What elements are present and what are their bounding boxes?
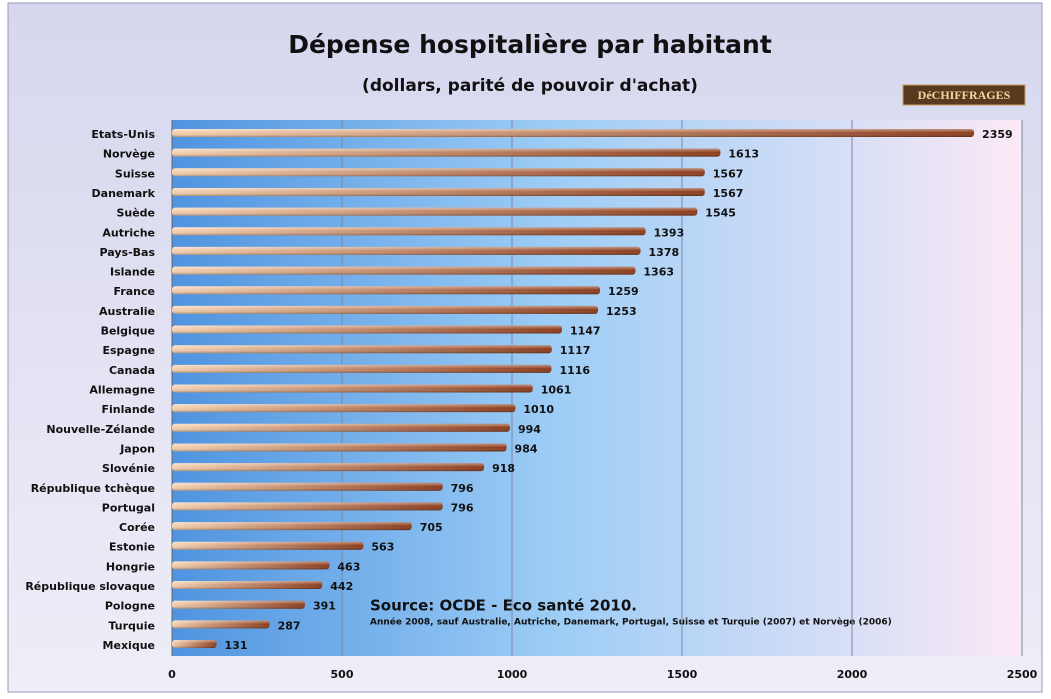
- y-tick-label: Japon: [119, 442, 155, 455]
- bar-shade: [172, 305, 599, 314]
- logo: DéCHIFFRAGES: [918, 88, 1011, 102]
- bar-shade: [172, 266, 636, 275]
- logo-box: [902, 84, 1026, 106]
- value-label: 796: [451, 501, 474, 514]
- value-label: 1567: [713, 167, 744, 180]
- source: Source: OCDE - Eco santé 2010.: [370, 597, 637, 615]
- value-label: 705: [420, 521, 443, 534]
- value-label: 918: [492, 462, 515, 475]
- value-label: 984: [515, 442, 538, 455]
- y-tick-label: Etats-Unis: [91, 128, 155, 141]
- bar-shade: [172, 482, 443, 491]
- x-tick-label: 1500: [667, 668, 698, 681]
- y-tick-label: Pays-Bas: [100, 246, 156, 259]
- value-label: 287: [278, 619, 301, 632]
- chart-subtitle: (dollars, parité de pouvoir d'achat): [362, 76, 698, 96]
- y-tick-label: Hongrie: [106, 560, 155, 573]
- y-tick-label: Danemark: [92, 187, 156, 200]
- bar-shade: [172, 522, 412, 531]
- value-label: 1378: [649, 246, 680, 259]
- bar-shade: [172, 561, 330, 570]
- bar-shade: [172, 227, 646, 236]
- y-tick-label: Estonie: [109, 541, 155, 554]
- y-tick-label: Slovénie: [102, 462, 155, 475]
- y-tick-label: Turquie: [109, 619, 156, 632]
- value-label: 131: [225, 639, 248, 652]
- bar-shade: [172, 384, 533, 393]
- bar-shade: [172, 345, 552, 354]
- y-tick-label: Pologne: [105, 600, 155, 613]
- bar-shade: [172, 168, 705, 177]
- y-tick-label: Australie: [99, 305, 155, 318]
- bar-shade: [172, 187, 705, 196]
- y-tick-label: France: [114, 285, 155, 298]
- bar-shade: [172, 246, 641, 255]
- bar-shade: [172, 581, 323, 590]
- x-tick-label: 0: [168, 668, 176, 681]
- value-label: 1253: [606, 305, 637, 318]
- value-label: 463: [337, 560, 360, 573]
- value-label: 1147: [570, 325, 601, 338]
- y-tick-label: Nouvelle-Zélande: [46, 423, 155, 436]
- bar-shade: [172, 443, 507, 452]
- chart-title: Dépense hospitalière par habitant: [288, 30, 772, 59]
- y-tick-label: Espagne: [102, 344, 155, 357]
- value-label: 2359: [982, 128, 1013, 141]
- y-tick-label: Finlande: [102, 403, 155, 416]
- bar-shade: [172, 502, 443, 511]
- value-label: 1393: [654, 226, 685, 239]
- value-label: 442: [330, 580, 353, 593]
- y-tick-label: Suisse: [115, 167, 155, 180]
- bar-shade: [172, 600, 305, 609]
- y-tick-label: Autriche: [102, 226, 155, 239]
- bar-shade: [172, 620, 270, 629]
- bar-shade: [172, 148, 721, 157]
- bar-shade: [172, 463, 485, 472]
- x-tick-label: 2500: [1007, 668, 1038, 681]
- bar-shade: [172, 129, 975, 137]
- y-tick-label: Belgique: [101, 325, 155, 338]
- value-label: 1259: [608, 285, 639, 298]
- y-tick-label: Islande: [110, 266, 155, 279]
- y-tick-label: Corée: [119, 521, 155, 534]
- bar-shade: [172, 640, 217, 648]
- note: Année 2008, sauf Australie, Autriche, Da…: [370, 617, 892, 628]
- y-tick-label: Suède: [116, 207, 155, 220]
- y-tick-label: Mexique: [103, 639, 155, 652]
- value-label: 1061: [541, 384, 572, 397]
- bar-shade: [172, 541, 364, 550]
- value-label: 1567: [713, 187, 744, 200]
- bar-shade: [172, 207, 698, 216]
- bar-shade: [172, 423, 510, 432]
- value-label: 1117: [560, 344, 591, 357]
- x-tick-label: 500: [331, 668, 354, 681]
- y-tick-label: Norvège: [103, 148, 155, 161]
- y-tick-label: Portugal: [102, 501, 155, 514]
- value-label: 1116: [559, 364, 590, 377]
- bar-shade: [172, 404, 516, 413]
- bar-shade: [172, 325, 562, 334]
- y-tick-label: Allemagne: [89, 384, 155, 397]
- y-tick-label: République tchèque: [31, 482, 155, 495]
- value-label: 796: [451, 482, 474, 495]
- x-tick-label: 2000: [837, 668, 868, 681]
- y-tick-label: Canada: [109, 364, 155, 377]
- value-label: 563: [371, 541, 394, 554]
- value-label: 391: [313, 600, 336, 613]
- value-label: 1363: [643, 266, 674, 279]
- bar-shade: [172, 364, 552, 373]
- y-tick-label: République slovaque: [25, 580, 155, 593]
- bar-shade: [172, 286, 601, 295]
- value-label: 994: [518, 423, 541, 436]
- value-label: 1010: [523, 403, 554, 416]
- value-label: 1545: [705, 207, 736, 220]
- x-tick-label: 1000: [497, 668, 528, 681]
- value-label: 1613: [728, 148, 759, 161]
